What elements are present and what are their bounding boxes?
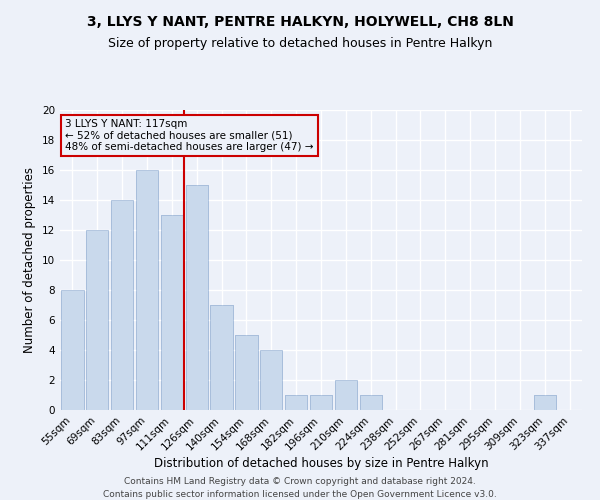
Text: Contains HM Land Registry data © Crown copyright and database right 2024.: Contains HM Land Registry data © Crown c… <box>124 478 476 486</box>
Bar <box>235 335 257 410</box>
Bar <box>310 395 332 410</box>
Bar <box>359 395 382 410</box>
Y-axis label: Number of detached properties: Number of detached properties <box>23 167 37 353</box>
Bar <box>359 395 382 410</box>
Bar <box>211 305 233 410</box>
Text: Contains public sector information licensed under the Open Government Licence v3: Contains public sector information licen… <box>103 490 497 499</box>
Bar <box>335 380 357 410</box>
Bar <box>235 335 257 410</box>
Bar <box>86 230 109 410</box>
Bar <box>533 395 556 410</box>
Bar <box>260 350 283 410</box>
Bar <box>111 200 133 410</box>
Bar <box>285 395 307 410</box>
Bar <box>211 305 233 410</box>
Text: 3 LLYS Y NANT: 117sqm
← 52% of detached houses are smaller (51)
48% of semi-deta: 3 LLYS Y NANT: 117sqm ← 52% of detached … <box>65 119 314 152</box>
Bar <box>61 290 83 410</box>
Bar <box>285 395 307 410</box>
Bar <box>161 215 183 410</box>
Bar <box>185 185 208 410</box>
Text: 3, LLYS Y NANT, PENTRE HALKYN, HOLYWELL, CH8 8LN: 3, LLYS Y NANT, PENTRE HALKYN, HOLYWELL,… <box>86 15 514 29</box>
Bar <box>111 200 133 410</box>
X-axis label: Distribution of detached houses by size in Pentre Halkyn: Distribution of detached houses by size … <box>154 458 488 470</box>
Bar <box>185 185 208 410</box>
Bar <box>310 395 332 410</box>
Bar <box>86 230 109 410</box>
Bar <box>335 380 357 410</box>
Bar <box>161 215 183 410</box>
Text: Size of property relative to detached houses in Pentre Halkyn: Size of property relative to detached ho… <box>108 38 492 51</box>
Bar <box>260 350 283 410</box>
Bar <box>533 395 556 410</box>
Bar <box>136 170 158 410</box>
Bar <box>136 170 158 410</box>
Bar <box>61 290 83 410</box>
